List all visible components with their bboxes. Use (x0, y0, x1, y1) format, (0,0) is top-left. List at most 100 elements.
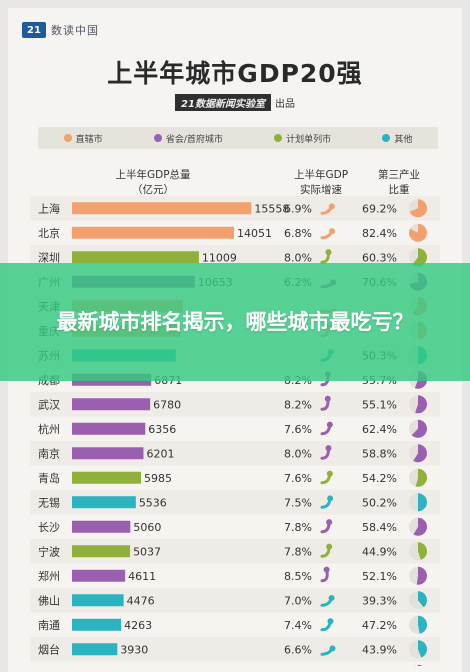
growth-arrow-head (329, 645, 336, 652)
legend-dot-icon (63, 134, 72, 142)
header-growth-line1: 上半年GDP (293, 169, 349, 181)
growth-arrow-head (327, 618, 334, 625)
gdp-bar (72, 594, 124, 607)
gdp-value-label: 6356 (148, 423, 176, 436)
growth-arrow-head (329, 228, 336, 235)
tertiary-value-label: 62.4% (362, 423, 397, 436)
header-tertiary: 第三产业 比重 (364, 168, 434, 198)
tertiary-value-label: 58.8% (362, 447, 397, 460)
header-growth: 上半年GDP 实际增速 (276, 168, 366, 198)
gdp-value-label: 3930 (120, 643, 148, 656)
growth-arrow-head (326, 470, 333, 477)
chart-title: 上半年城市GDP20强 (107, 59, 363, 88)
gdp-value-label: 14051 (237, 227, 272, 240)
headline-overlay: 最新城市排名揭示，哪些城市最吃亏？ (0, 263, 470, 381)
city-label: 南京 (38, 446, 60, 460)
tertiary-value-label: 58.4% (362, 521, 397, 534)
growth-value-label: 6.6% (284, 643, 312, 656)
city-label: 深圳 (38, 251, 60, 264)
growth-arrow-head (325, 445, 332, 452)
legend-item-capital: 省会/首府城市 (153, 132, 223, 145)
legend-dot-icon (382, 134, 391, 142)
growth-value-label: 8.0% (284, 251, 312, 264)
legend-item-other: 其他 (382, 132, 412, 145)
growth-value-label: 7.6% (284, 423, 312, 436)
gdp-value-label: 4611 (128, 570, 156, 583)
growth-value-label: 7.8% (284, 521, 312, 534)
growth-arrow-head (326, 421, 333, 428)
gdp-bar (72, 422, 146, 435)
brand: 21 数读中国 (22, 22, 99, 38)
header-gdp: 上半年GDP总量 （亿元） (78, 168, 228, 198)
legend-dot-icon (153, 134, 162, 142)
growth-value-label: 8.0% (284, 447, 312, 460)
gdp-value-label: 15558 (254, 202, 289, 215)
city-label: 佛山 (38, 594, 60, 607)
city-label: 上海 (38, 201, 60, 215)
legend: 直辖市 省会/首府城市 计划单列市 其他 (38, 127, 438, 149)
tertiary-value-label: 47.2% (362, 619, 397, 632)
gdp-bar (72, 545, 131, 558)
tertiary-pie-slice (418, 542, 428, 560)
legend-label: 其他 (394, 134, 413, 145)
tertiary-value-label: 52.1% (362, 570, 397, 583)
growth-arrow-head (323, 566, 330, 573)
tertiary-pie-slice (418, 615, 428, 634)
city-label: 宁波 (38, 544, 60, 558)
city-label: 杭州 (38, 422, 60, 436)
growth-arrow-head (328, 594, 335, 601)
source-line: 21数据新闻实验室 出品 (8, 92, 462, 111)
growth-arrow-head (328, 203, 335, 210)
tertiary-pie-slice (418, 591, 427, 608)
growth-value-label: 7.6% (284, 472, 312, 485)
gdp-bar (72, 251, 199, 264)
growth-arrow-head (325, 249, 332, 256)
tertiary-value-label: 55.1% (362, 398, 397, 411)
header-gdp-line2: （亿元） (132, 184, 174, 196)
tertiary-pie-slice (413, 444, 428, 463)
tertiary-pie-slice (418, 640, 428, 658)
tertiary-pie-slice (409, 199, 427, 218)
source-suffix: 出品 (274, 99, 295, 110)
gdp-bar (72, 398, 151, 411)
brand-name: 数读中国 (51, 24, 99, 37)
city-label: 烟台 (38, 642, 60, 656)
tertiary-pie-slice (415, 395, 428, 414)
growth-value-label: 7.4% (284, 619, 312, 632)
gdp-bar (72, 226, 234, 239)
header-tertiary-line2: 比重 (388, 184, 410, 196)
header-growth-line2: 实际增速 (300, 184, 342, 196)
gdp-value-label: 5060 (133, 521, 161, 534)
legend-item-municipality: 直辖市 (63, 132, 103, 145)
tertiary-value-label: 50.2% (362, 496, 397, 509)
gdp-value-label: 4476 (127, 594, 155, 607)
tertiary-value-label: 69.2% (362, 202, 397, 215)
tertiary-pie-slice (413, 517, 428, 536)
tertiary-value-label: 39.3% (362, 594, 397, 607)
city-label: 武汉 (38, 398, 60, 411)
gdp-value-label: 6201 (146, 447, 174, 460)
tertiary-value-label: 54.2% (362, 472, 397, 485)
gdp-bar (72, 520, 131, 533)
gdp-bar (72, 447, 144, 460)
growth-value-label: 7.5% (284, 496, 312, 509)
growth-arrow-head (324, 395, 331, 402)
growth-value-label: 6.8% (284, 227, 312, 240)
gdp-bar (72, 471, 142, 484)
tertiary-value-label: 82.4% (362, 227, 397, 240)
tertiary-pie-slice (418, 664, 423, 666)
city-label: 郑州 (38, 569, 60, 583)
gdp-bar (72, 496, 136, 509)
growth-arrow-head (326, 519, 333, 526)
growth-arrow-head (327, 495, 334, 502)
overlay-headline: 最新城市排名揭示，哪些城市最吃亏？ (56, 309, 414, 334)
header-gdp-line1: 上半年GDP总量 (115, 169, 191, 181)
legend-label: 省会/首府城市 (165, 134, 223, 145)
gdp-bar (72, 569, 126, 582)
legend-label: 直辖市 (75, 134, 103, 145)
gdp-bar (72, 618, 122, 631)
tertiary-value-label: 43.9% (362, 643, 397, 656)
growth-value-label: 8.5% (284, 570, 312, 583)
growth-value-label: 6.9% (284, 202, 312, 215)
growth-arrow-head (326, 543, 333, 550)
